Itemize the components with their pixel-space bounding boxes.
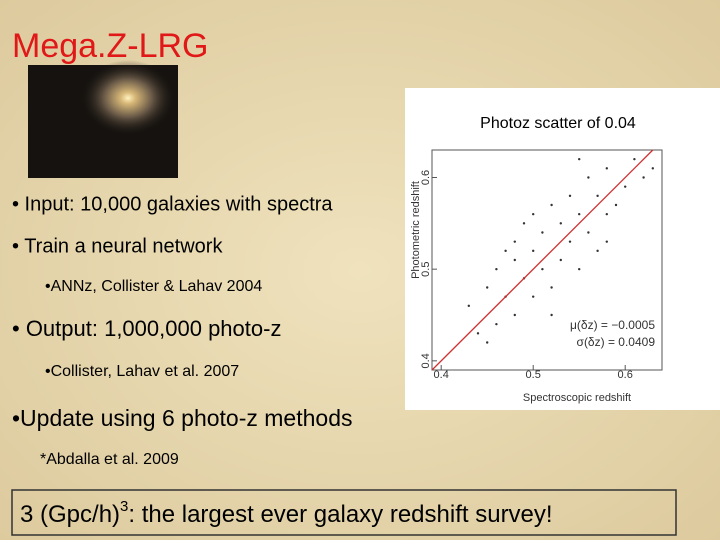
bullet-text: •ANNz, Collister & Lahav 2004 — [45, 278, 262, 295]
point — [532, 295, 535, 298]
point — [559, 258, 562, 262]
x-tick-label: 0.5 — [526, 369, 541, 381]
bullet-text: •Update using 6 photo-z methods — [12, 405, 353, 431]
point — [568, 194, 572, 198]
y-axis-label: Photometric redshift — [410, 181, 422, 279]
point — [596, 194, 599, 198]
point — [587, 176, 590, 179]
point — [559, 222, 562, 225]
point — [568, 240, 572, 243]
x-tick-label: 0.6 — [618, 369, 633, 381]
y-tick-label: 0.5 — [420, 262, 432, 277]
plot-frame — [431, 149, 663, 371]
bullet-text: *Abdalla et al. 2009 — [40, 451, 179, 468]
point — [532, 212, 535, 216]
y-tick-label: 0.4 — [420, 353, 432, 368]
point — [550, 313, 553, 317]
bullet-text: • Input: 10,000 galaxies with spectra — [12, 193, 333, 215]
point — [541, 231, 544, 234]
x-axis-label: Spectroscopic redshift — [523, 392, 631, 404]
point — [578, 157, 581, 161]
footer-text: 3 (Gpc/h)3: the largest ever galaxy reds… — [20, 498, 553, 528]
slide-title: Mega.Z-LRG — [12, 27, 209, 65]
footer-part: 3 (Gpc/h) — [20, 501, 120, 528]
galaxy-glow — [80, 60, 176, 136]
point — [486, 286, 489, 289]
point — [495, 322, 498, 326]
point — [651, 167, 654, 170]
point — [578, 267, 581, 271]
point — [550, 286, 553, 289]
footer-part: : the largest ever galaxy redshift surve… — [128, 501, 552, 528]
bullet-text: •Collister, Lahav et al. 2007 — [45, 363, 239, 380]
plot-panel — [405, 88, 720, 410]
point — [587, 231, 590, 234]
point — [605, 212, 608, 216]
point — [605, 240, 608, 243]
point — [578, 212, 581, 216]
point — [513, 258, 516, 262]
point — [495, 267, 498, 271]
y-tick-label: 0.6 — [420, 170, 432, 185]
annotation: μ(δz) = −0.0005 — [570, 318, 655, 332]
footer-sup: 3 — [120, 498, 128, 515]
point — [596, 249, 599, 253]
annotation: σ(δz) = 0.0409 — [577, 335, 656, 349]
point — [614, 203, 618, 207]
point — [513, 240, 516, 243]
point — [476, 332, 480, 335]
plot-title: Photoz scatter of 0.04 — [480, 115, 636, 132]
footer-box — [11, 489, 677, 536]
one-to-one-line — [431, 149, 654, 371]
point — [532, 249, 535, 253]
point — [642, 176, 645, 179]
point — [522, 222, 526, 225]
point — [504, 249, 507, 253]
x-tick-label: 0.4 — [434, 369, 449, 381]
point — [486, 341, 489, 344]
point — [633, 157, 636, 161]
point — [467, 304, 470, 308]
point — [550, 203, 553, 207]
point — [513, 313, 516, 317]
point — [541, 267, 544, 271]
point — [624, 185, 627, 188]
bullet-text: • Output: 1,000,000 photo-z — [12, 316, 281, 341]
point — [605, 167, 608, 170]
bullet-text: • Train a neural network — [12, 235, 223, 257]
